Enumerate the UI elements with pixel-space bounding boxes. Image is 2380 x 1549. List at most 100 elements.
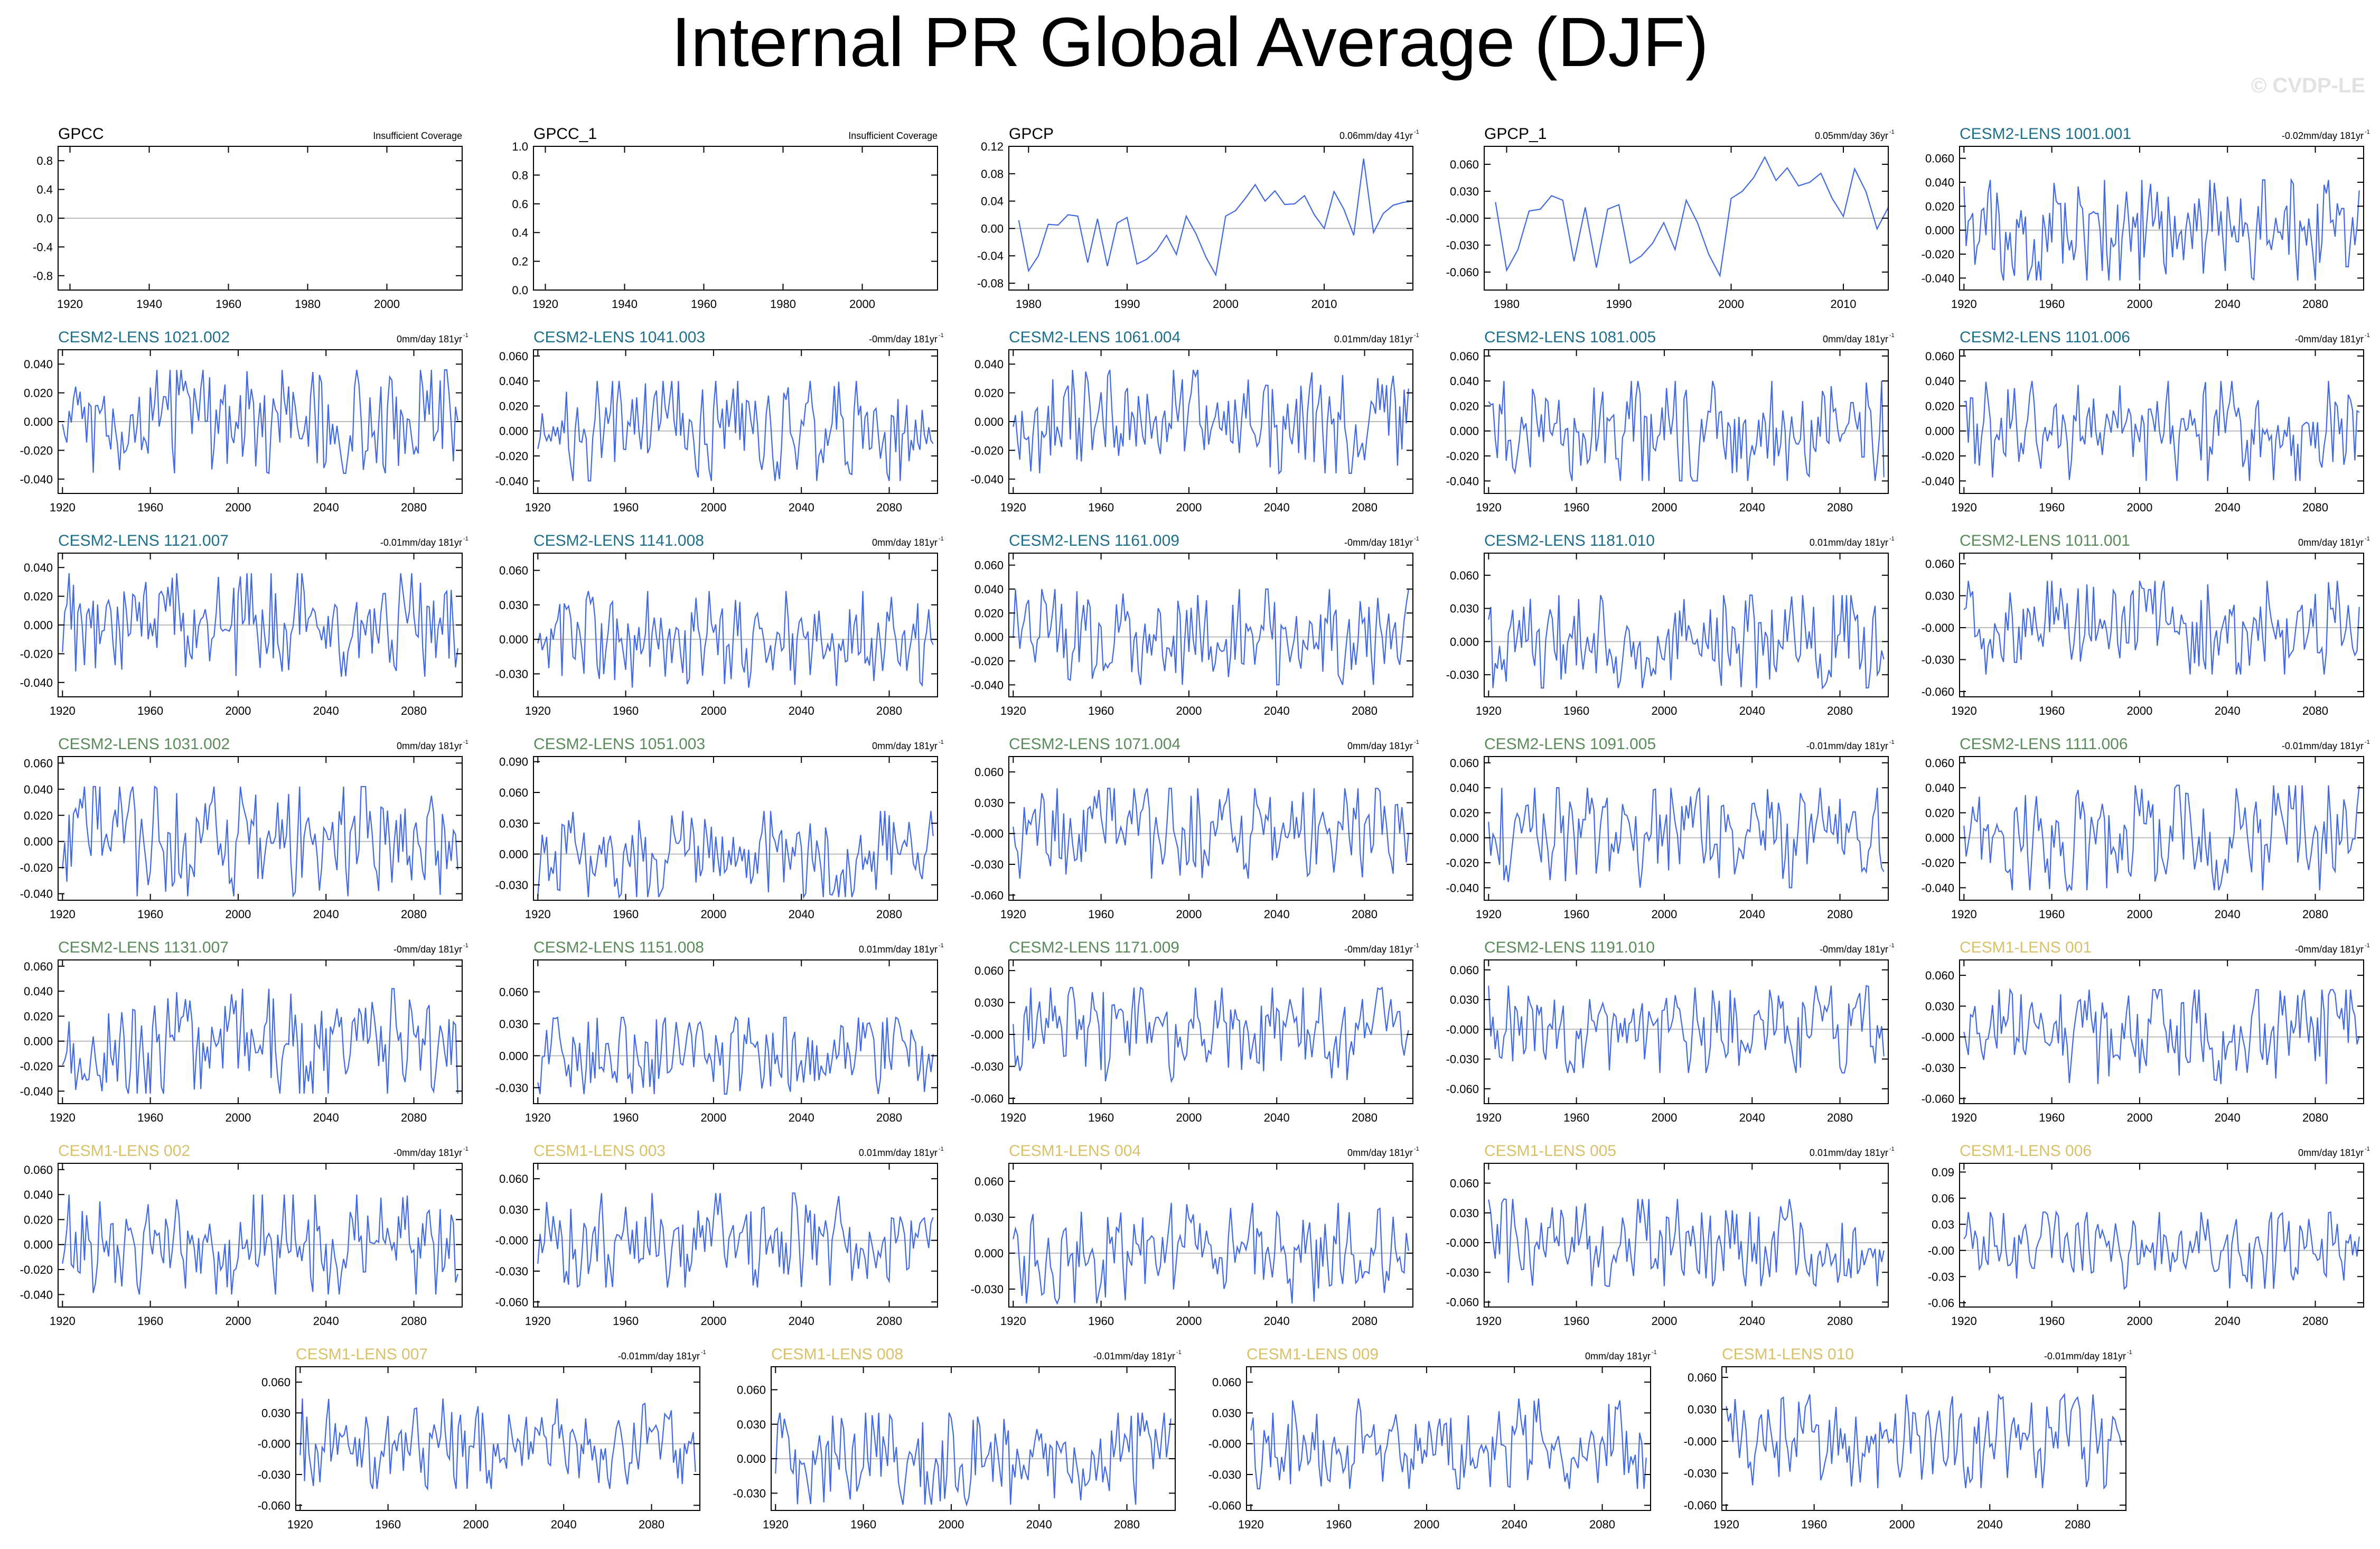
plot-frame [1008, 959, 1413, 1104]
y-tick-label: -0.030 [971, 858, 1004, 871]
y-tick-label: -0.060 [258, 1499, 291, 1512]
trend-label: 0.01mm/day 181yr [1334, 334, 1413, 344]
panel-chart: CESM2-LENS 1181.010 0.01mm/day 181yr -1 0.0… [1446, 532, 1895, 717]
plot-frame [1484, 553, 1889, 697]
trend-label: 0mm/day 181yr [1347, 1147, 1413, 1158]
x-tick-label: 2000 [225, 501, 251, 514]
series-line [1963, 785, 2360, 893]
y-tick-label: 0.060 [975, 766, 1004, 779]
x-tick-label: 2040 [789, 908, 814, 921]
trend-superscript: -1 [939, 1146, 944, 1152]
x-tick-label: 2000 [1176, 704, 1202, 717]
x-tick-label: 1960 [2039, 501, 2065, 514]
y-tick-label: 0.060 [1450, 1177, 1479, 1190]
y-tick-label: -0.020 [495, 450, 528, 463]
y-tick-label: -0.030 [1684, 1467, 1717, 1480]
panel-title: CESM2-LENS 1131.007 [58, 939, 229, 956]
y-tick-label: 0.000 [24, 1035, 53, 1048]
x-tick-label: 1960 [2039, 908, 2065, 921]
y-tick-label: 0.08 [981, 167, 1004, 181]
panel-chart: CESM2-LENS 1171.009 -0mm/day 181yr -1 0.060… [971, 939, 1419, 1124]
y-tick-label: 0.2 [512, 255, 528, 268]
y-tick-label: -0.020 [971, 444, 1004, 457]
x-tick-label: 2000 [1413, 1518, 1439, 1531]
plot-area: CESM2-LENS 1061.004 0.01mm/day 181yr -1 0.0… [971, 329, 1419, 514]
y-tick-label: 0.000 [1450, 425, 1479, 438]
trend-label: 0mm/day 181yr [1347, 741, 1413, 751]
x-tick-label: 2000 [2126, 297, 2152, 311]
plot-frame [1484, 1163, 1889, 1308]
plot-frame [1959, 1163, 2364, 1308]
x-tick-label: 2080 [639, 1518, 664, 1531]
x-tick-label: 1920 [1951, 704, 1977, 717]
x-tick-label: 1960 [1088, 1111, 1114, 1124]
x-tick-label: 2000 [1176, 1111, 1202, 1124]
x-tick-label: 2040 [551, 1518, 577, 1531]
y-tick-label: 0.000 [975, 1247, 1004, 1260]
series-line [537, 810, 934, 899]
y-tick-label: 0.040 [1925, 375, 1954, 388]
x-tick-label: 2080 [1352, 704, 1378, 717]
trend-superscript: -1 [463, 943, 468, 949]
y-tick-label: -0.040 [20, 1085, 53, 1098]
trend-label: 0.06mm/day 41yr [1339, 130, 1413, 141]
x-tick-label: 1920 [1476, 704, 1502, 717]
y-tick-label: 0.04 [981, 195, 1004, 208]
plot-frame [533, 756, 938, 901]
x-tick-label: 1960 [850, 1518, 876, 1531]
y-tick-label: -0.060 [971, 889, 1004, 902]
trend-label: 0mm/day 181yr [872, 537, 938, 548]
y-tick-label: -0.020 [1446, 450, 1479, 463]
x-tick-label: 2080 [876, 1314, 902, 1328]
plot-frame [533, 146, 938, 291]
series-line [1013, 588, 1409, 686]
panel-chart: CESM1-LENS 002 -0mm/day 181yr -1 0.060 0.040… [20, 1142, 468, 1328]
series-line [1963, 581, 2360, 675]
x-tick-label: 1960 [2039, 297, 2065, 311]
plot-frame [1246, 1366, 1651, 1511]
y-tick-label: -0.060 [1684, 1499, 1717, 1512]
x-tick-label: 1920 [763, 1518, 789, 1531]
x-tick-label: 2080 [2302, 908, 2328, 921]
trend-label: -0mm/day 181yr [1344, 944, 1413, 955]
y-tick-label: 0.020 [24, 387, 53, 400]
x-tick-label: 1960 [613, 1314, 639, 1328]
x-tick-label: 2040 [1739, 908, 1765, 921]
y-tick-label: -0.8 [33, 269, 53, 283]
panel-title: GPCP [1009, 125, 1054, 143]
series-line [1963, 1210, 2360, 1290]
y-tick-label: -0.020 [20, 1060, 53, 1073]
y-tick-label: -0.030 [258, 1468, 291, 1481]
series-line [1495, 155, 1889, 278]
y-tick-label: -0.040 [20, 888, 53, 901]
series-line [62, 573, 458, 677]
y-tick-label: -0.040 [1922, 474, 1954, 488]
plot-area: CESM2-LENS 1181.010 0.01mm/day 181yr -1 0.0… [1446, 532, 1895, 717]
x-tick-label: 2040 [313, 501, 339, 514]
y-tick-label: 0.040 [1925, 176, 1954, 189]
trend-superscript: -1 [2365, 943, 2370, 949]
panel-chart: CESM2-LENS 1121.007 -0.01mm/day 181yr -1 0.… [20, 532, 468, 717]
x-tick-label: 1920 [525, 908, 551, 921]
x-tick-label: 1920 [525, 1111, 551, 1124]
plot-area: CESM1-LENS 005 0.01mm/day 181yr -1 0.060 0.0… [1446, 1142, 1895, 1328]
x-tick-label: 1960 [1563, 1314, 1589, 1328]
y-tick-label: -0.03 [1928, 1270, 1954, 1283]
y-tick-label: -0.000 [1446, 1236, 1479, 1249]
y-tick-label: 0.03 [1932, 1218, 1954, 1231]
y-tick-label: 0.040 [24, 783, 53, 796]
y-tick-label: 0.090 [499, 755, 528, 769]
x-tick-label: 2080 [1352, 908, 1378, 921]
x-tick-label: 2080 [1827, 704, 1853, 717]
x-tick-label: 2080 [2302, 704, 2328, 717]
plot-area: GPCP 0.06mm/day 41yr -1 0.12 0.08 0.04 0.00 -0.… [977, 125, 1419, 311]
x-tick-label: 1960 [137, 501, 163, 514]
panel-title: GPCP_1 [1484, 125, 1547, 143]
trend-label: 0mm/day 181yr [397, 741, 462, 751]
x-tick-label: 2080 [2302, 501, 2328, 514]
y-tick-label: 0.000 [1925, 224, 1954, 237]
x-tick-label: 2000 [463, 1518, 489, 1531]
panel-chart: CESM1-LENS 001 -0mm/day 181yr -1 0.060 0.030… [1922, 939, 2370, 1124]
y-tick-label: 0.000 [499, 1049, 528, 1062]
x-tick-label: 2000 [1213, 297, 1239, 311]
